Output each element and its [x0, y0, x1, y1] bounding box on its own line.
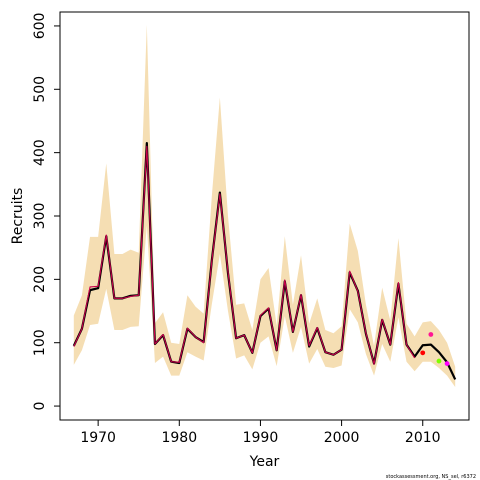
y-tick-label: 200: [32, 266, 48, 293]
credit-text: stockassessment.org, NS_sel, r6372: [386, 474, 476, 480]
point-layer: [420, 332, 450, 367]
data-point: [444, 361, 450, 367]
confidence-band: [73, 24, 456, 388]
x-axis: 1970 1980 1990 2000 2010: [80, 419, 441, 446]
y-tick-label: 300: [32, 203, 48, 230]
y-axis-title: Recruits: [10, 188, 26, 245]
x-tick-label: 1980: [161, 430, 197, 446]
x-tick-label: 1990: [243, 430, 279, 446]
y-tick-label: 600: [32, 13, 48, 40]
x-tick-label: 2000: [324, 430, 360, 446]
y-axis: 0 100 200 300 400 500 600: [32, 13, 61, 411]
x-axis-title: Year: [249, 454, 280, 470]
x-tick-label: 1970: [80, 430, 116, 446]
x-tick-label: 2010: [405, 430, 441, 446]
y-tick-label: 100: [32, 329, 48, 356]
y-tick-label: 400: [32, 139, 48, 166]
data-point: [428, 332, 434, 337]
y-tick-label: 500: [32, 76, 48, 103]
data-point: [436, 358, 442, 364]
data-point: [420, 350, 426, 356]
y-tick-label: 0: [32, 402, 48, 411]
confidence-band-layer: [73, 24, 456, 388]
series-line-layer: [72, 142, 457, 380]
overlay-line: [73, 145, 416, 365]
